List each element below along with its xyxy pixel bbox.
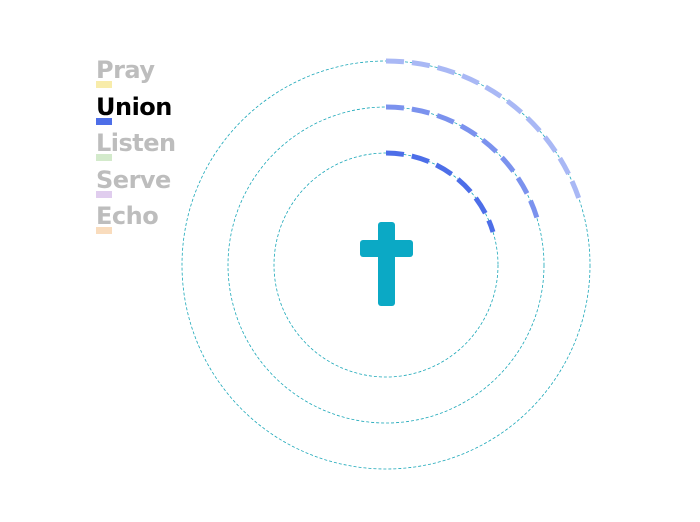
swatch [96, 117, 112, 125]
swatch [96, 81, 112, 88]
menu-item[interactable]: Listen [96, 129, 176, 166]
middle-ring [227, 106, 545, 424]
outer-arc [385, 58, 584, 206]
cross-icon [360, 222, 413, 306]
swatch [96, 227, 112, 234]
swatch [96, 154, 112, 161]
cross-horizontal [360, 240, 413, 257]
menu-item[interactable]: Echo [96, 202, 176, 239]
inner-arc [385, 150, 496, 233]
menu-label: Union [96, 92, 172, 121]
menu-item[interactable]: Union [96, 93, 176, 130]
cross-vertical [378, 222, 395, 306]
menu-item[interactable]: Serve [96, 166, 176, 203]
menu-item[interactable]: Pray [96, 56, 176, 93]
middle-arc [385, 104, 540, 219]
swatch [96, 190, 112, 198]
menu-label: Pray [96, 56, 155, 84]
menu-label: Listen [96, 129, 176, 157]
menu-label: Echo [96, 202, 159, 230]
menu-label: Serve [96, 165, 171, 194]
menu: Pray Union Listen Serve Echo [96, 56, 176, 239]
